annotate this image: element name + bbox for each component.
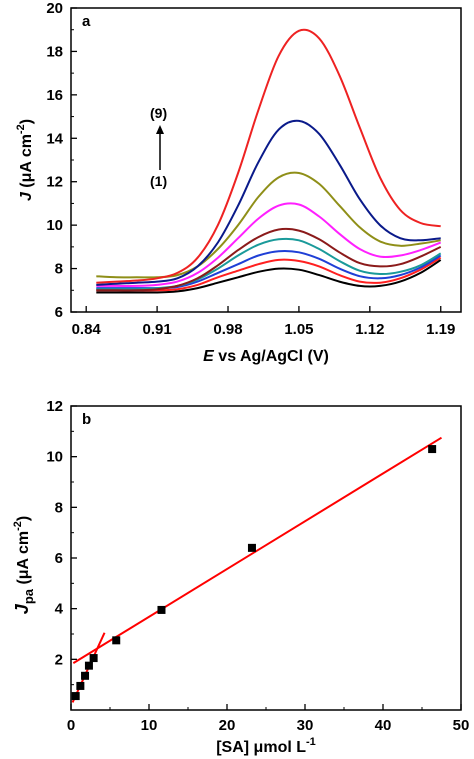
panel-a-series-9 xyxy=(96,28,441,284)
panel-b-frame xyxy=(70,405,462,711)
panel-a-ytick-label: 14 xyxy=(46,130,63,147)
panel-b-point-8 xyxy=(247,543,256,552)
panel-b-point-5 xyxy=(89,654,98,663)
panel-a-series-8 xyxy=(96,119,441,286)
panel-a-ytick-label: 16 xyxy=(46,87,63,104)
panel-b-ticks: 0 10 20 30 40 50 2 4 6 8 10 12 xyxy=(46,398,469,734)
panel-a-series-7 xyxy=(96,171,441,279)
panel-a-ytick-label: 6 xyxy=(55,304,63,321)
panel-b: 0 10 20 30 40 50 2 4 6 8 10 12 b [SA] μmol L-1 Jpa … xyxy=(12,398,469,756)
panel-a-frame xyxy=(70,7,462,313)
annotation-9: (9) xyxy=(150,105,167,121)
panel-b-xtick-label: 10 xyxy=(141,717,158,734)
panel-b-point-4 xyxy=(84,661,93,670)
panel-b-point-3 xyxy=(81,671,90,680)
panel-b-xtick-label: 30 xyxy=(297,717,314,734)
panel-b-point-6 xyxy=(112,636,121,645)
panel-b-ytick-label: 4 xyxy=(55,601,64,618)
panel-b-fit-line-2 xyxy=(72,436,443,664)
panel-b-ytick-label: 8 xyxy=(55,499,63,516)
panel-a-ytick-label: 18 xyxy=(46,43,63,60)
panel-b-ylabel: Jpa (μA cm-2) xyxy=(12,516,36,614)
panel-a-xtick-label: 1.05 xyxy=(284,321,313,338)
annotation-arrow xyxy=(156,125,164,170)
panel-b-ytick-label: 12 xyxy=(46,398,63,415)
panel-a-ytick-label: 12 xyxy=(46,174,63,191)
panel-a-ytick-label: 10 xyxy=(46,217,63,234)
panel-b-xtick-label: 20 xyxy=(219,717,236,734)
panel-b-points xyxy=(71,445,437,701)
panel-a-xtick-label: 1.19 xyxy=(426,321,455,338)
panel-a-ticks: 0.84 0.91 0.98 1.05 1.12 1.19 6 8 10 12 14 16 18 20 xyxy=(46,0,455,338)
annotation-1: (1) xyxy=(150,173,167,189)
panel-a-curves xyxy=(96,28,442,294)
panel-a-series-4 xyxy=(96,237,442,291)
panel-a-xtick-label: 0.84 xyxy=(72,321,102,338)
panel-a-label: a xyxy=(82,13,91,30)
panel-a-xtick-label: 0.91 xyxy=(143,321,172,338)
panel-a-ytick-label: 8 xyxy=(55,261,63,278)
panel-b-point-9 xyxy=(428,445,437,454)
panel-a-series-5 xyxy=(96,227,442,292)
panel-a-xtick-label: 0.98 xyxy=(213,321,242,338)
panel-b-xlabel: [SA] μmol L-1 xyxy=(216,736,316,756)
panel-b-point-7 xyxy=(157,605,166,614)
panel-b-xtick-label: 0 xyxy=(67,717,75,734)
panel-a-xtick-label: 1.12 xyxy=(355,321,384,338)
panel-b-xtick-label: 40 xyxy=(375,717,392,734)
panel-a-series-1 xyxy=(96,259,442,294)
panel-a-ytick-label: 20 xyxy=(46,0,63,17)
panel-b-ytick-label: 2 xyxy=(55,651,63,668)
panel-b-point-2 xyxy=(76,681,85,690)
panel-b-point-1 xyxy=(71,692,80,701)
panel-b-ytick-label: 10 xyxy=(46,449,63,466)
panel-a-series-6 xyxy=(96,202,442,287)
panel-b-label: b xyxy=(82,411,91,428)
panel-b-ytick-label: 6 xyxy=(55,550,63,567)
panel-b-xtick-label: 50 xyxy=(453,717,470,734)
panel-a-xlabel: E vs Ag/AgCl (V) xyxy=(203,348,329,365)
panel-a: 0.84 0.91 0.98 1.05 1.12 1.19 6 8 10 12 14 16 18 20 a… xyxy=(15,0,462,365)
panel-b-fit-lines xyxy=(71,436,443,703)
panel-a-ylabel: J (μA cm-2) xyxy=(15,119,35,201)
